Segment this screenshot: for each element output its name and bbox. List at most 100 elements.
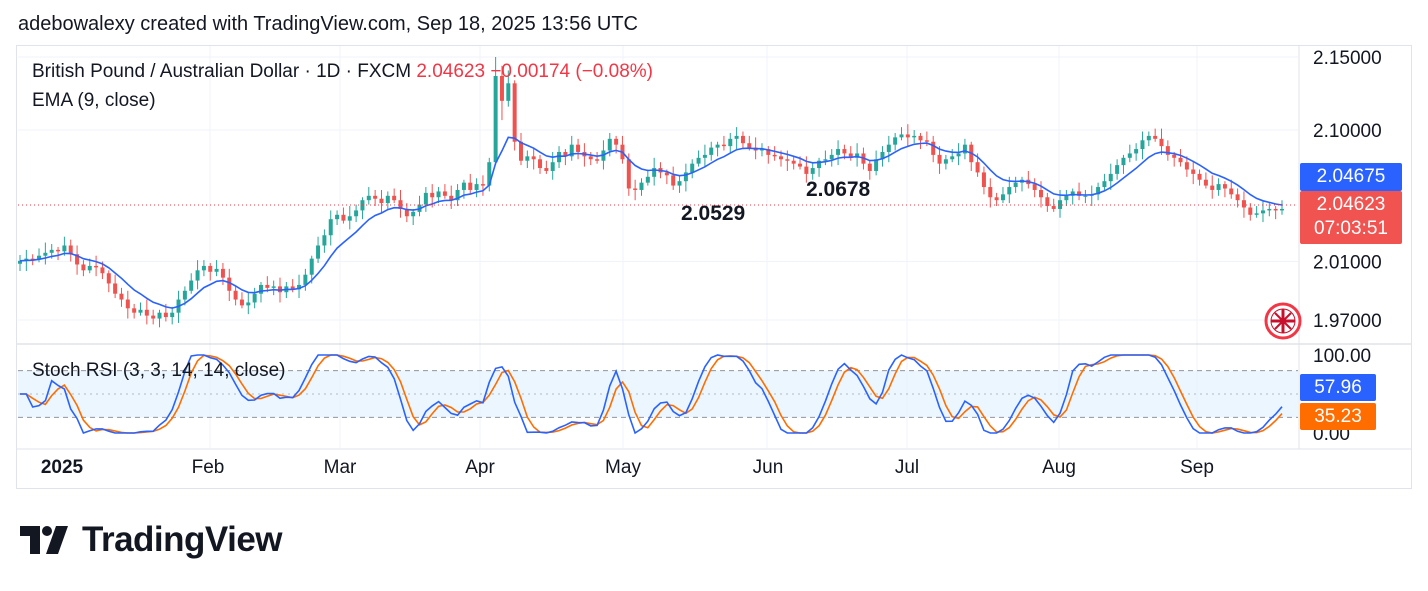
candle-body	[1083, 195, 1088, 197]
candle-body	[316, 245, 321, 259]
candle-body	[100, 267, 105, 274]
candle-body	[322, 235, 327, 246]
chart-caption: adebowalexy created with TradingView.com…	[18, 13, 638, 35]
candle-body	[664, 172, 669, 176]
candle-body	[766, 149, 771, 155]
candle-body	[652, 168, 657, 177]
candle-body	[931, 141, 936, 155]
candle-body	[18, 260, 22, 264]
candle-body	[1241, 200, 1246, 208]
time-axis-label: Mar	[324, 457, 357, 478]
candle-body	[804, 166, 809, 174]
candle-body	[943, 159, 948, 164]
candle-body	[1013, 182, 1018, 188]
candle-body	[1115, 165, 1120, 174]
last-price-tag: 2.04623 07:03:51	[1300, 191, 1402, 244]
candle-body	[309, 258, 314, 275]
candle-body	[1203, 179, 1208, 186]
candle-body	[341, 214, 346, 221]
candle-body	[633, 188, 638, 190]
candle-body	[163, 312, 168, 318]
stoch-axis-label: 100.00	[1313, 346, 1371, 367]
candle-body	[595, 159, 600, 161]
price-axis-label: 2.15000	[1313, 48, 1382, 69]
candle-body	[1184, 162, 1189, 170]
candle-body	[373, 195, 378, 199]
candle-body	[512, 83, 517, 142]
candle-body	[461, 182, 466, 190]
candle-body	[905, 134, 910, 138]
candle-body	[1134, 149, 1139, 154]
candle-body	[880, 151, 885, 160]
candle-body	[1153, 135, 1158, 139]
candle-body	[759, 149, 764, 151]
change-legend: −0.00174 (−0.08%)	[490, 61, 654, 82]
candle-body	[715, 144, 720, 148]
candle-body	[962, 144, 967, 154]
candle-body	[1058, 200, 1063, 209]
candle-body	[747, 143, 752, 148]
ema-legend[interactable]: EMA (9, close)	[32, 90, 156, 111]
candle-body	[772, 154, 777, 157]
candle-body	[785, 159, 790, 161]
time-axis-label: Feb	[192, 457, 225, 478]
candle-body	[62, 245, 67, 252]
candle-body	[994, 197, 999, 201]
candle-body	[157, 312, 162, 319]
stoch-k-line	[20, 354, 1283, 435]
candle-body	[1165, 146, 1170, 155]
candle-body	[151, 315, 156, 319]
tradingview-logo[interactable]: TradingView	[20, 520, 283, 560]
candle-body	[1260, 210, 1265, 214]
candle-body	[1216, 184, 1221, 190]
candle-body	[385, 195, 390, 204]
candle-body	[487, 162, 492, 186]
candle-body	[563, 151, 568, 157]
candle-body	[1045, 197, 1050, 207]
time-axis-label: Aug	[1042, 457, 1076, 478]
candle-body	[144, 309, 149, 316]
stoch-rsi-legend[interactable]: Stoch RSI (3, 3, 14, 14, close)	[32, 360, 286, 381]
price-axis-label: 2.01000	[1313, 253, 1382, 274]
symbol-title[interactable]: British Pound / Australian Dollar · 1D ·…	[32, 61, 412, 82]
candle-body	[956, 153, 961, 157]
candle-body	[68, 245, 73, 255]
candle-body	[588, 156, 593, 160]
candle-body	[1210, 185, 1215, 190]
candle-body	[1267, 208, 1272, 211]
tradingview-wordmark: TradingView	[82, 520, 283, 559]
candle-body	[867, 163, 872, 171]
candle-body	[297, 284, 302, 290]
time-axis-label: May	[605, 457, 641, 478]
candle-body	[626, 159, 631, 189]
candle-body	[791, 160, 796, 164]
candle-body	[1172, 154, 1177, 158]
annotation-low: 2.0529	[681, 202, 746, 225]
candle-body	[366, 195, 371, 201]
candle-body	[538, 159, 543, 169]
candle-body	[1000, 194, 1005, 201]
candle-body	[265, 284, 270, 288]
candle-body	[49, 249, 54, 253]
candle-body	[677, 181, 682, 186]
time-axis-label: Jul	[895, 457, 919, 478]
candle-body	[937, 154, 942, 164]
candle-body	[37, 255, 42, 260]
candle-body	[721, 144, 726, 147]
candle-body	[398, 200, 403, 209]
stoch-d-tag: 35.23	[1300, 403, 1376, 430]
candle-body	[1178, 157, 1183, 163]
candle-body	[468, 182, 473, 190]
candle-body	[988, 187, 993, 198]
candle-body	[411, 211, 416, 217]
candle-body	[855, 153, 860, 158]
time-axis-label: Sep	[1180, 457, 1214, 478]
candle-body	[607, 138, 612, 151]
candle-body	[106, 273, 111, 284]
candle-body	[709, 147, 714, 155]
candle-body	[233, 290, 238, 300]
candle-body	[981, 172, 986, 188]
candle-body	[436, 191, 441, 198]
candle-body	[823, 159, 828, 161]
